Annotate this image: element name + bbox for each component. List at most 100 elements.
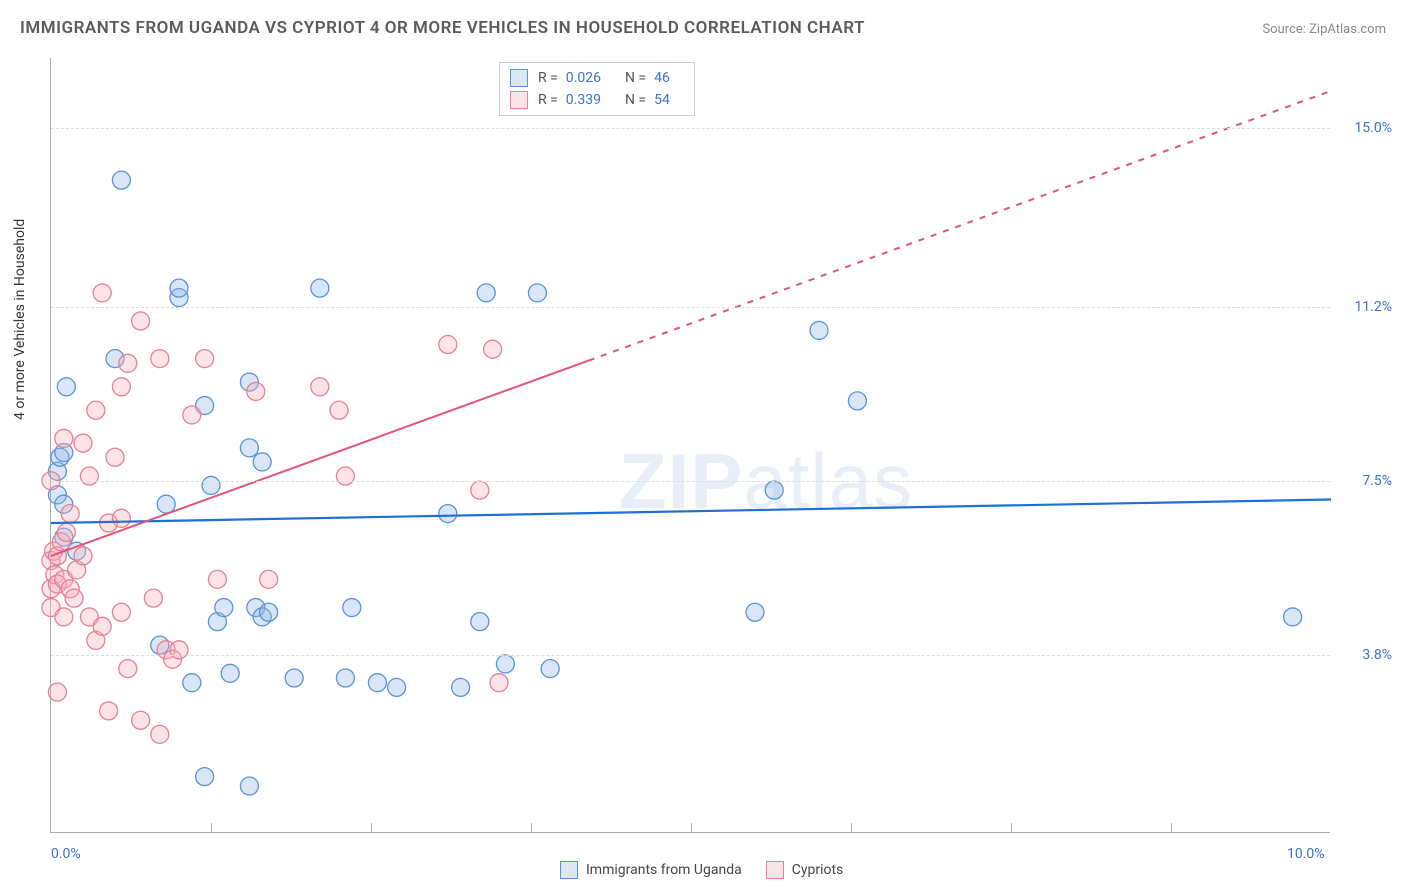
scatter-point: [151, 725, 169, 743]
legend-row: R =0.339N =54: [510, 89, 684, 111]
regression-line: [51, 500, 1331, 523]
scatter-point: [112, 378, 130, 396]
y-tick-label: 11.2%: [1354, 299, 1392, 315]
chart-title: IMMIGRANTS FROM UGANDA VS CYPRIOT 4 OR M…: [20, 18, 865, 38]
scatter-point: [74, 434, 92, 452]
scatter-point: [144, 589, 162, 607]
scatter-point: [311, 279, 329, 297]
scatter-point: [490, 674, 508, 692]
legend-swatch: [766, 861, 784, 879]
x-tick: [211, 823, 212, 833]
scatter-point: [471, 613, 489, 631]
x-tick: [1171, 823, 1172, 833]
scatter-point: [119, 354, 137, 372]
y-tick-label: 3.8%: [1362, 647, 1392, 663]
scatter-point: [157, 495, 175, 513]
scatter-point: [496, 655, 514, 673]
legend-item: Cypriots: [766, 861, 844, 879]
n-label: N =: [625, 70, 646, 86]
scatter-point: [48, 683, 66, 701]
scatter-point: [100, 702, 118, 720]
scatter-point: [196, 768, 214, 786]
scatter-point: [221, 664, 239, 682]
source-attribution: Source: ZipAtlas.com: [1262, 22, 1386, 37]
r-label: R =: [538, 70, 558, 86]
scatter-point: [55, 608, 73, 626]
scatter-point: [74, 547, 92, 565]
scatter-point: [388, 678, 406, 696]
scatter-point: [55, 429, 73, 447]
x-tick: [371, 823, 372, 833]
scatter-point: [240, 439, 258, 457]
y-tick-label: 7.5%: [1362, 473, 1392, 489]
scatter-point: [65, 589, 83, 607]
x-tick: [691, 823, 692, 833]
scatter-point: [343, 599, 361, 617]
scatter-point: [452, 678, 470, 696]
scatter-point: [80, 467, 98, 485]
scatter-point: [132, 312, 150, 330]
scatter-point: [247, 382, 265, 400]
gridline: [51, 128, 1330, 129]
scatter-point: [541, 660, 559, 678]
scatter-point: [810, 321, 828, 339]
scatter-point: [311, 378, 329, 396]
x-tick-label: 10.0%: [1287, 846, 1325, 862]
scatter-point: [260, 603, 278, 621]
gridline: [51, 307, 1330, 308]
scatter-point: [119, 660, 137, 678]
scatter-point: [368, 674, 386, 692]
scatter-point: [57, 523, 75, 541]
scatter-point: [87, 401, 105, 419]
scatter-point: [57, 378, 75, 396]
scatter-point: [93, 284, 111, 302]
x-tick: [531, 823, 532, 833]
n-label: N =: [625, 92, 646, 108]
source-label: Source:: [1262, 22, 1305, 37]
scatter-point: [330, 401, 348, 419]
scatter-point: [484, 340, 502, 358]
source-value: ZipAtlas.com: [1309, 22, 1386, 37]
scatter-point: [112, 603, 130, 621]
scatter-point: [61, 505, 79, 523]
scatter-point: [439, 505, 457, 523]
legend-swatch: [560, 861, 578, 879]
x-tick: [851, 823, 852, 833]
scatter-point: [848, 392, 866, 410]
scatter-point: [285, 669, 303, 687]
scatter-point: [183, 674, 201, 692]
scatter-point: [208, 570, 226, 588]
y-axis-label: 4 or more Vehicles in Household: [12, 219, 28, 420]
scatter-point: [112, 509, 130, 527]
scatter-point: [240, 777, 258, 795]
legend-item: Immigrants from Uganda: [560, 861, 742, 879]
scatter-point: [477, 284, 495, 302]
scatter-svg: [51, 58, 1330, 832]
legend-swatch: [510, 69, 528, 87]
scatter-point: [528, 284, 546, 302]
scatter-point: [215, 599, 233, 617]
scatter-point: [746, 603, 764, 621]
gridline: [51, 655, 1330, 656]
legend-row: R =0.026N =46: [510, 67, 684, 89]
scatter-point: [439, 336, 457, 354]
scatter-point: [260, 570, 278, 588]
scatter-point: [170, 641, 188, 659]
scatter-point: [112, 171, 130, 189]
scatter-point: [336, 669, 354, 687]
y-tick-label: 15.0%: [1354, 120, 1392, 136]
legend-label: Immigrants from Uganda: [586, 862, 742, 878]
r-label: R =: [538, 92, 558, 108]
gridline: [51, 481, 1330, 482]
scatter-point: [765, 481, 783, 499]
series-legend: Immigrants from Uganda Cypriots: [560, 861, 843, 879]
scatter-point: [202, 476, 220, 494]
scatter-point: [336, 467, 354, 485]
chart-plot-area: ZIPatlas R =0.026N =46R =0.339N =54 3.8%…: [50, 58, 1330, 833]
correlation-legend: R =0.026N =46R =0.339N =54: [499, 62, 695, 116]
scatter-point: [106, 448, 124, 466]
scatter-point: [253, 453, 271, 471]
x-tick-label: 0.0%: [51, 846, 81, 862]
legend-label: Cypriots: [792, 862, 844, 878]
regression-line-dashed: [589, 91, 1331, 361]
